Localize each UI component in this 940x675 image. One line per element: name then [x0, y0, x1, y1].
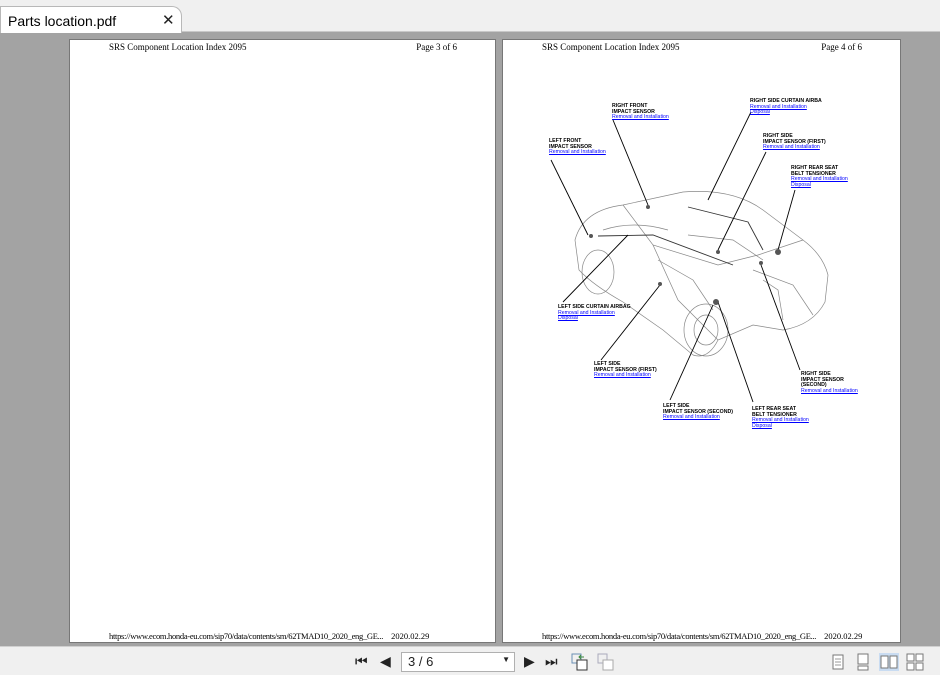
page-3: SRS Component Location Index 2095 Page 3…: [69, 39, 496, 643]
page-number-value: 3 / 6: [408, 654, 434, 669]
link-removal-installation[interactable]: Removal and Installation: [763, 144, 820, 151]
close-icon[interactable]: ✕: [162, 12, 175, 29]
page-number-select[interactable]: 3 / 6 ▼: [401, 652, 515, 672]
label-text: LEFT SIDE: [594, 361, 621, 367]
go-back-view-icon[interactable]: [571, 653, 589, 671]
label-text: IMPACT SENSOR: [801, 376, 844, 383]
page-footer-date: 2020.02.29: [824, 631, 863, 641]
label-text: IMPACT SENSOR: [549, 143, 592, 150]
label-text: RIGHT FRONT: [612, 103, 648, 109]
bottom-toolbar: ⏮ ◀ 3 / 6 ▼ ▶ ⏭: [0, 646, 940, 675]
car-outline: [574, 191, 829, 357]
label-text: RIGHT SIDE CURTAIN AIRBA: [750, 98, 822, 104]
single-page-view-icon[interactable]: [828, 653, 848, 671]
page-header-number: Page 4 of 6: [821, 42, 862, 52]
label-right-side-impact-sensor-second: RIGHT SIDE IMPACT SENSOR (SECOND) Removal …: [801, 371, 858, 394]
link-disposal[interactable]: Disposal: [558, 315, 578, 322]
car-diagram: [550, 111, 829, 403]
page-footer: https://www.ecom.honda-eu.com/sip70/data…: [109, 631, 429, 641]
label-text: LEFT SIDE CURTAIN AIRBAG: [558, 304, 631, 310]
link-disposal[interactable]: Disposal: [750, 109, 770, 116]
label-right-front-impact-sensor: RIGHT FRONT IMPACT SENSOR Removal and Ins…: [612, 103, 669, 121]
label-text: BELT TENSIONER: [752, 411, 797, 418]
page-header-title: SRS Component Location Index 2095: [542, 42, 680, 52]
label-text: RIGHT SIDE: [801, 371, 831, 377]
link-disposal[interactable]: Disposal: [791, 181, 811, 188]
last-page-icon[interactable]: ⏭: [545, 653, 558, 669]
label-text: IMPACT SENSOR (FIRST): [763, 138, 826, 145]
label-left-side-curtain-airbag: LEFT SIDE CURTAIN AIRBAG Removal and Ins…: [558, 304, 631, 322]
label-text: IMPACT SENSOR (SECOND): [663, 408, 733, 415]
label-text: LEFT SIDE: [663, 403, 690, 409]
next-page-icon[interactable]: ▶: [524, 653, 535, 669]
label-text: (SECOND): [801, 382, 827, 389]
label-text: IMPACT SENSOR (FIRST): [594, 366, 657, 373]
document-viewer[interactable]: SRS Component Location Index 2095 Page 3…: [0, 33, 940, 646]
label-text: IMPACT SENSOR: [612, 108, 655, 115]
page-footer-url: https://www.ecom.honda-eu.com/sip70/data…: [542, 631, 817, 641]
link-removal-installation[interactable]: Removal and Installation: [752, 417, 809, 424]
go-forward-view-icon[interactable]: [597, 653, 615, 671]
label-text: BELT TENSIONER: [791, 170, 836, 177]
label-left-front-impact-sensor: LEFT FRONT IMPACT SENSOR Removal and Inst…: [549, 138, 606, 156]
page-footer-date: 2020.02.29: [391, 631, 430, 641]
label-text: RIGHT REAR SEAT: [791, 165, 839, 171]
link-removal-installation[interactable]: Removal and Installation: [549, 149, 606, 156]
chevron-down-icon[interactable]: ▼: [502, 655, 510, 664]
leader-lines: [550, 111, 801, 403]
two-page-view-icon[interactable]: [879, 653, 899, 671]
previous-page-icon[interactable]: ◀: [380, 653, 391, 669]
page-footer-url: https://www.ecom.honda-eu.com/sip70/data…: [109, 631, 384, 641]
first-page-icon[interactable]: ⏮: [355, 653, 368, 669]
label-right-side-impact-sensor-first: RIGHT SIDE IMPACT SENSOR (FIRST) Removal …: [763, 133, 826, 151]
airbag-lines: [597, 206, 764, 266]
link-removal-installation[interactable]: Removal and Installation: [750, 103, 807, 110]
label-text: LEFT REAR SEAT: [752, 406, 796, 412]
document-tab[interactable]: Parts location.pdf ✕: [0, 6, 182, 33]
link-removal-installation[interactable]: Removal and Installation: [791, 176, 848, 183]
link-removal-installation[interactable]: Removal and Installation: [558, 309, 615, 316]
continuous-view-icon[interactable]: [853, 653, 873, 671]
label-text: LEFT FRONT: [549, 138, 582, 144]
sensor-markers: [589, 205, 781, 305]
link-disposal[interactable]: Disposal: [752, 422, 772, 429]
label-left-rear-seat-belt-tensioner: LEFT REAR SEAT BELT TENSIONER Removal and…: [752, 406, 809, 429]
link-removal-installation[interactable]: Removal and Installation: [663, 414, 720, 421]
label-left-side-impact-sensor-first: LEFT SIDE IMPACT SENSOR (FIRST) Removal a…: [594, 361, 657, 379]
page-4: SRS Component Location Index 2095 Page 4…: [502, 39, 901, 643]
link-removal-installation[interactable]: Removal and Installation: [594, 372, 651, 379]
two-page-continuous-view-icon[interactable]: [905, 653, 925, 671]
link-removal-installation[interactable]: Removal and Installation: [612, 114, 669, 121]
tab-bar: Parts location.pdf ✕: [0, 0, 940, 33]
link-removal-installation[interactable]: Removal and Installation: [801, 387, 858, 394]
label-right-side-curtain-airbag: RIGHT SIDE CURTAIN AIRBA Removal and Ins…: [750, 98, 822, 116]
page-header-number: Page 3 of 6: [416, 42, 457, 52]
page-header-title: SRS Component Location Index 2095: [109, 42, 247, 52]
page-footer: https://www.ecom.honda-eu.com/sip70/data…: [542, 631, 862, 641]
label-right-rear-seat-belt-tensioner: RIGHT REAR SEAT BELT TENSIONER Removal an…: [791, 165, 848, 188]
tab-title: Parts location.pdf: [8, 13, 117, 29]
label-left-side-impact-sensor-second: LEFT SIDE IMPACT SENSOR (SECOND) Removal …: [663, 403, 733, 421]
label-text: RIGHT SIDE: [763, 133, 793, 139]
